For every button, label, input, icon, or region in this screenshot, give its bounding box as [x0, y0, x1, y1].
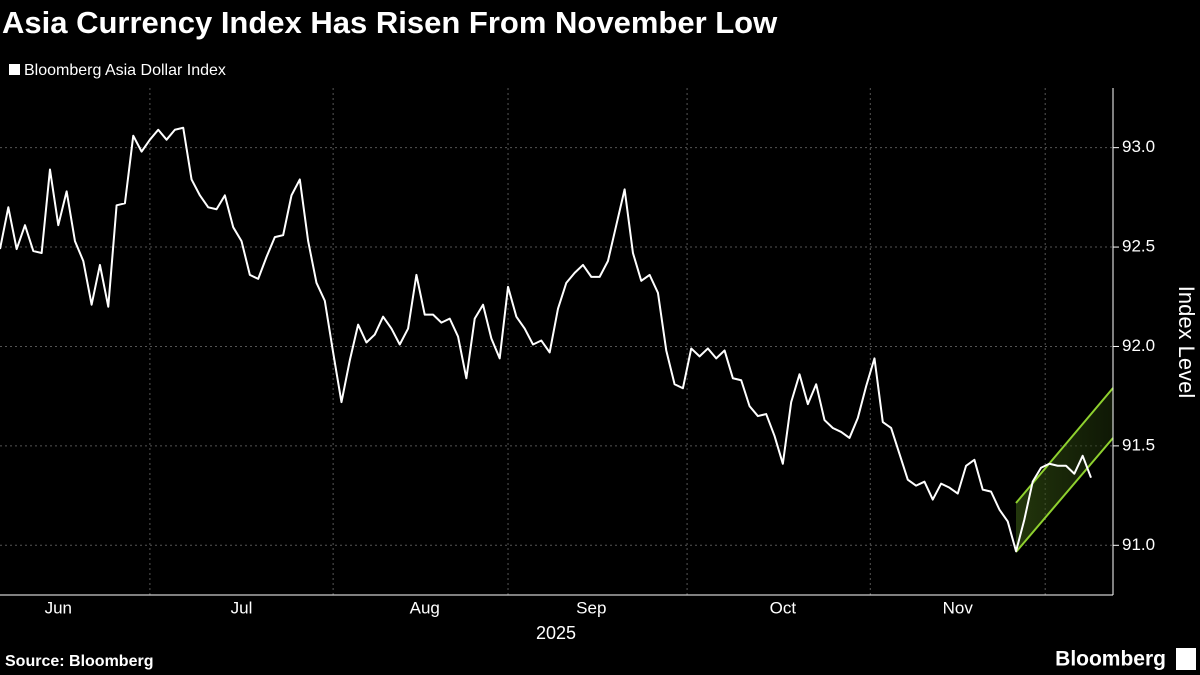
plot-area: [0, 88, 1113, 595]
y-axis-title: Index Level: [1174, 286, 1199, 399]
x-tick-label: Jun: [45, 598, 72, 617]
legend-swatch: [9, 64, 20, 75]
y-tick-label: 92.5: [1122, 237, 1155, 256]
x-axis-title: 2025: [536, 623, 576, 643]
brand-icon: [1176, 648, 1196, 670]
brand-logo: Bloomberg: [1055, 648, 1166, 671]
foreground: 91.0 91.5 92.0 92.5 93.0 Jun Jul Aug Sep Oct Nov: [0, 88, 1155, 617]
trend-channel: [1016, 388, 1113, 552]
channel-lower: [1015, 437, 1114, 553]
y-tick-label: 91.0: [1122, 535, 1155, 554]
source: Source: Bloomberg: [5, 653, 153, 670]
y-tick-label: 92.0: [1122, 336, 1155, 355]
x-tick-label: Nov: [943, 598, 974, 617]
x-tick-label: Aug: [410, 598, 440, 617]
y-tick-label: 91.5: [1122, 435, 1155, 454]
data-line: [0, 126, 1092, 553]
legend-label: Bloomberg Asia Dollar Index: [24, 62, 226, 79]
y-tick-label: 93.0: [1122, 137, 1155, 156]
x-tick-label: Sep: [576, 598, 606, 617]
x-tick-label: Jul: [231, 598, 253, 617]
x-tick-label: Oct: [770, 598, 797, 617]
chart-title: Asia Currency Index Has Risen From Novem…: [2, 5, 778, 40]
